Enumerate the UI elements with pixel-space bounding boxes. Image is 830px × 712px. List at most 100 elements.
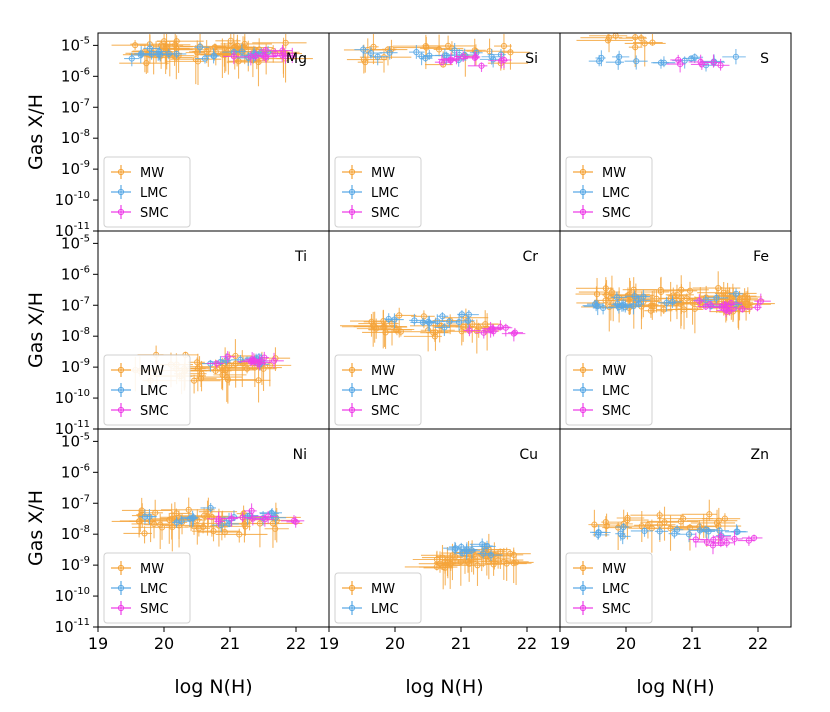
data-point-mw [431, 333, 438, 340]
data-point-lmc [657, 59, 665, 66]
data-point-mw [373, 325, 380, 332]
data-point-mw [221, 528, 228, 536]
element-label: Cr [522, 249, 538, 265]
data-point-mw [212, 367, 219, 374]
data-point-lmc [156, 51, 164, 58]
data-point-smc [460, 53, 467, 60]
legend-marker-mw [348, 584, 356, 592]
data-point-mw [638, 523, 645, 530]
ytick-label: 10-8 [61, 326, 90, 345]
data-point-lmc [615, 59, 622, 66]
data-point-lmc [238, 48, 245, 55]
data-point-smc [480, 329, 487, 336]
data-point-mw [602, 519, 609, 526]
panel-zn: Zn MW LMC SMC 19 20 21 22 [550, 428, 792, 653]
data-point-mw [227, 37, 234, 44]
x-axis-label: log N(H) [174, 676, 252, 698]
data-point-lmc [146, 513, 153, 520]
ytick-label: 10-8 [61, 524, 90, 543]
legend-label-lmc: LMC [140, 186, 168, 201]
ytick-label: 10-11 [55, 221, 90, 240]
data-point-mw [653, 295, 660, 302]
data-point-smc [726, 308, 733, 315]
data-point-smc [250, 357, 257, 364]
panel-s: S MW LMC SMC [559, 32, 792, 232]
legend-label-mw: MW [371, 166, 395, 181]
data-point-lmc [600, 304, 607, 312]
data-point-lmc [598, 54, 605, 62]
legend-marker-smc [579, 406, 587, 414]
data-point-lmc [173, 519, 180, 526]
data-point-smc [438, 59, 445, 66]
data-point-smc [289, 52, 296, 59]
data-point-smc [731, 535, 738, 543]
legend-label-smc: SMC [371, 206, 400, 221]
xtick-label: 20 [154, 634, 174, 653]
legend-box [334, 572, 422, 624]
data-point-mw [657, 286, 664, 294]
legend-label-lmc: LMC [602, 582, 630, 597]
data-point-lmc [691, 54, 698, 61]
legend-label-smc: SMC [602, 404, 631, 419]
data-point-mw [371, 323, 378, 330]
panel-frame [559, 428, 792, 628]
data-point-lmc [620, 523, 627, 531]
legend-marker-mw [579, 366, 587, 374]
data-point-mw [721, 515, 729, 522]
data-point-lmc [613, 294, 620, 301]
data-point-mw [602, 297, 609, 304]
legend-label-lmc: LMC [140, 384, 168, 399]
legend-label-lmc: LMC [371, 602, 399, 617]
data-point-smc [230, 53, 237, 60]
panel-fe: Fe MW LMC SMC [559, 230, 792, 430]
data-point-lmc [490, 56, 497, 63]
legend-box [103, 552, 191, 624]
data-point-mw [195, 525, 202, 532]
legend-label-smc: SMC [371, 404, 400, 419]
xtick-label: 22 [517, 634, 537, 653]
data-point-lmc [696, 527, 704, 534]
data-point-mw [593, 290, 601, 298]
data-point-mw [200, 512, 208, 519]
data-point-lmc [716, 527, 723, 534]
data-point-smc [511, 329, 519, 336]
data-point-mw [420, 313, 428, 320]
xtick-label: 21 [451, 634, 471, 653]
legend-marker-lmc [117, 584, 125, 592]
legend-label-mw: MW [602, 166, 626, 181]
data-point-mw [500, 42, 508, 50]
data-point-lmc [464, 317, 472, 324]
legend: MW LMC SMC [103, 156, 191, 228]
data-point-lmc [669, 298, 676, 306]
data-point-mw [422, 43, 429, 50]
legend-label-smc: SMC [140, 206, 169, 221]
data-point-lmc [618, 302, 625, 309]
data-point-mw [150, 520, 158, 527]
data-point-mw [141, 530, 148, 537]
y-axis-label: Gas X/H [25, 292, 47, 368]
ytick-label: 10-9 [61, 159, 90, 178]
data-point-lmc [713, 294, 720, 302]
data-point-mw [388, 46, 395, 53]
data-point-smc [677, 60, 684, 68]
data-point-smc [471, 54, 478, 61]
data-point-lmc [617, 530, 624, 537]
data-point-lmc [207, 504, 214, 512]
data-point-smc [727, 299, 735, 307]
element-label: Ti [294, 249, 307, 265]
data-point-lmc [419, 319, 427, 326]
element-label: Cu [519, 447, 538, 463]
data-point-mw [706, 511, 713, 518]
legend-label-smc: SMC [140, 404, 169, 419]
data-point-lmc [595, 529, 602, 536]
data-point-mw [138, 507, 145, 514]
data-point-smc [754, 304, 761, 311]
data-point-smc [703, 538, 711, 546]
panel-ti: Ti MW LMC SMC 10-5 10-6 10-7 10-8 10-9 10-10 10-11 [55, 230, 330, 438]
data-point-lmc [481, 543, 488, 550]
data-point-lmc [360, 46, 367, 53]
data-point-mw [435, 46, 443, 53]
legend-marker-smc [579, 208, 587, 216]
legend: MW LMC SMC [565, 354, 653, 426]
